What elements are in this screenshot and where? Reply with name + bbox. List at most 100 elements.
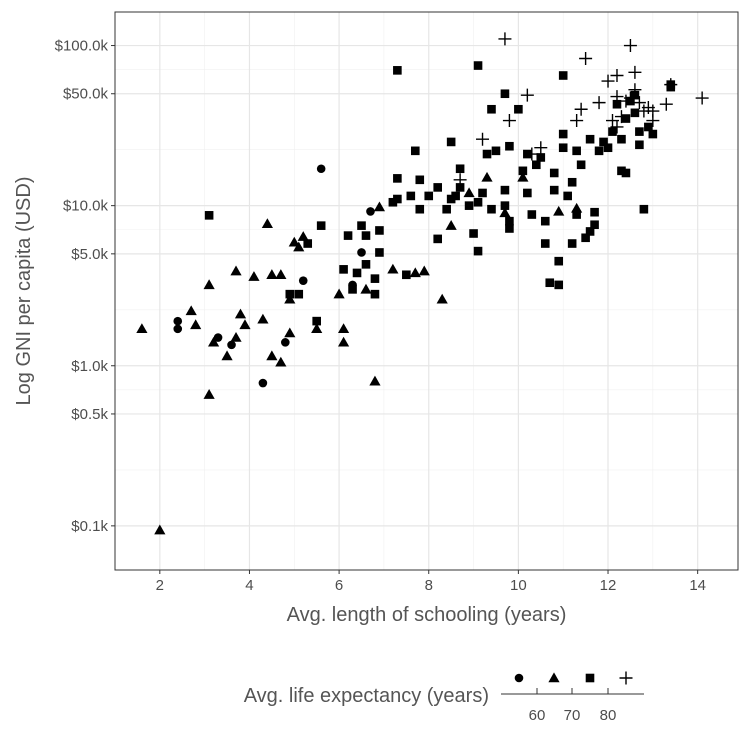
data-point-triangle [230,331,242,342]
data-point-square [590,220,599,230]
data-point-triangle [387,263,399,274]
data-point-square [204,211,214,220]
data-point-square [285,289,295,299]
data-point-square [473,246,483,256]
data-point-square [352,268,362,278]
x-tick-label: 12 [600,577,617,594]
data-point-cross [502,114,516,128]
data-point-triangle [297,231,309,241]
data-point-square [393,66,402,75]
data-point-triangle [369,375,381,386]
data-point-square [617,134,626,144]
data-point-square [388,197,398,207]
data-point-cross [610,120,624,134]
data-point-square [581,233,590,243]
data-point-triangle [288,236,300,247]
data-point-square [567,177,577,187]
data-point-square [590,207,599,217]
data-point-circle [298,276,308,285]
data-point-square [549,185,559,195]
data-point-square [576,160,586,170]
x-tick-label: 2 [156,577,164,594]
data-point-square [361,260,371,269]
data-point-square [540,239,550,248]
x-tick-label: 6 [335,577,343,594]
legend-bin-label: 80 [600,707,617,724]
data-point-triangle [360,283,372,294]
data-point-square [585,134,595,144]
data-point-square [433,183,443,192]
data-point-cross [628,83,642,97]
data-point-cross [601,74,615,88]
data-point-cross [592,96,606,110]
x-tick-label: 4 [245,577,253,594]
data-point-square [558,129,568,139]
data-point-triangle [445,220,457,230]
data-point-square [442,204,451,214]
data-point-triangle [463,187,475,198]
data-point-cross [579,52,593,66]
data-point-square [433,234,443,244]
data-point-square [505,216,514,226]
data-point-square [563,191,572,201]
y-tick-label: $0.1k [71,518,108,535]
data-point-square [348,285,357,294]
data-point-square [478,188,487,198]
axes: 2 4 6 8 10 12 14 $0.1k $0.5k $1.0k $5.0k $10.0k $50.… [55,38,706,594]
data-point-triangle [337,323,350,334]
legend: Avg. life expectancy (years) 60 70 80 [244,671,644,724]
data-point-square [500,201,510,210]
legend-key-triangle [548,672,560,683]
x-tick-label: 10 [510,577,527,594]
data-point-square [558,71,568,80]
data-point-square [370,274,380,283]
data-point-square [316,221,326,230]
y-tick-label: $5.0k [71,246,108,263]
data-point-square [608,127,617,136]
data-point-triangle [275,269,287,279]
data-point-square [500,185,510,195]
data-point-square [644,122,653,132]
data-point-triangle [436,293,448,304]
data-point-square [536,153,546,162]
data-point-triangle [248,271,260,281]
data-point-triangle [499,207,511,218]
data-point-triangle [190,319,202,330]
data-point-cross [610,68,624,82]
data-point-triangle [373,201,386,212]
data-point-square [473,61,483,70]
data-point-square [514,104,523,114]
data-point-triangle [261,218,273,229]
data-point-circle [227,340,236,350]
data-point-square [549,168,559,178]
data-point-square [585,227,595,236]
data-point-square [635,127,644,136]
data-point-triangle [203,389,215,399]
data-point-square [518,166,528,176]
plot-panel-border [114,11,739,571]
data-point-triangle [185,305,197,316]
legend-key-circle [514,673,524,683]
data-point-triangle [311,323,323,334]
x-tick-label: 8 [425,577,433,594]
data-point-triangle [284,293,296,304]
data-point-square [402,270,411,280]
data-point-square [572,210,581,219]
data-point-square [415,204,425,214]
data-point-circle [173,324,183,334]
data-point-cross [520,88,534,102]
data-point-square [361,231,371,240]
data-point-cross [498,32,512,46]
data-point-square [527,210,537,219]
data-point-cross [453,173,467,187]
data-point-square [393,174,402,183]
legend-title: Avg. life expectancy (years) [244,685,489,707]
data-point-square [393,194,402,204]
data-point-square [357,221,366,230]
data-point-square [455,164,465,174]
data-point-triangle [239,319,251,330]
data-point-triangle [293,241,305,252]
data-points [136,32,709,535]
